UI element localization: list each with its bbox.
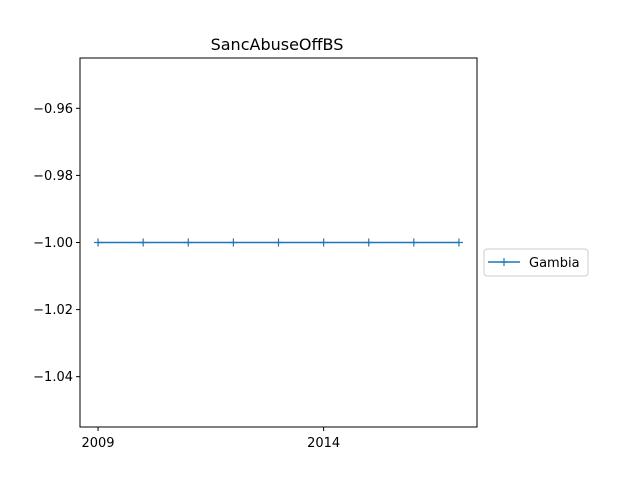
data-point [409, 238, 418, 247]
legend: Gambia [483, 248, 589, 277]
data-point [454, 238, 463, 247]
x-axis: 2009 2014 [81, 427, 340, 451]
y-axis: −0.96 −0.98 −1.00 −1.02 −1.04 [33, 102, 80, 385]
y-tick-label: −0.96 [33, 102, 73, 117]
x-tick-label: 2014 [307, 436, 340, 451]
y-tick-label: −1.02 [33, 303, 73, 318]
series-layer [94, 238, 463, 247]
data-point [94, 238, 103, 247]
y-tick-label: −0.98 [33, 169, 73, 184]
x-tick-label: 2009 [81, 436, 114, 451]
data-point [139, 238, 148, 247]
data-point [274, 238, 283, 247]
data-point [319, 238, 328, 247]
y-tick-label: −1.00 [33, 236, 73, 251]
legend-box [483, 248, 589, 277]
plot-frame [79, 57, 478, 428]
data-point [229, 238, 238, 247]
chart-title: SancAbuseOffBS [211, 35, 344, 54]
data-point [184, 238, 193, 247]
data-point [364, 238, 373, 247]
legend-label-gambia: Gambia [529, 256, 580, 271]
y-tick-label: −1.04 [33, 370, 73, 385]
